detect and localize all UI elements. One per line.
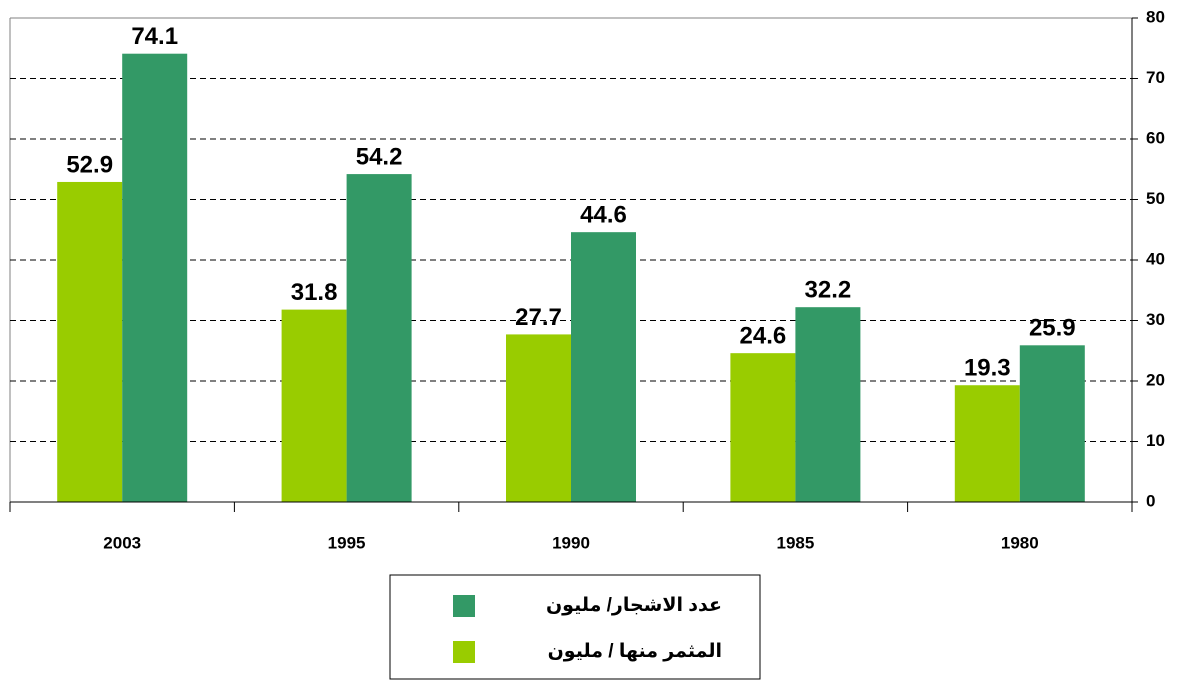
data-label: 19.3 — [964, 355, 1011, 382]
y-tick-label: 50 — [1146, 189, 1165, 208]
data-label: 25.9 — [1029, 315, 1076, 342]
data-label: 27.7 — [515, 304, 562, 331]
legend-swatch — [453, 595, 475, 617]
y-tick-label: 20 — [1146, 370, 1165, 389]
data-label: 54.2 — [356, 143, 403, 170]
bar — [281, 309, 347, 502]
legend-swatch — [453, 641, 475, 663]
y-tick-label: 70 — [1146, 68, 1165, 87]
y-tick-label: 0 — [1146, 491, 1155, 510]
x-tick-label: 1985 — [776, 533, 814, 552]
data-label: 31.8 — [291, 279, 338, 306]
legend-label: عدد الاشجار/ مليون — [546, 595, 722, 616]
x-tick-label: 1990 — [552, 533, 590, 552]
x-tick-label: 1995 — [328, 533, 366, 552]
data-label: 44.6 — [580, 202, 627, 229]
bar — [795, 307, 861, 502]
bar — [730, 353, 796, 502]
bar — [122, 53, 188, 502]
bar — [346, 174, 412, 502]
y-tick-label: 10 — [1146, 431, 1165, 450]
y-tick-label: 60 — [1146, 128, 1165, 147]
data-label: 52.9 — [66, 151, 113, 178]
y-tick-label: 30 — [1146, 310, 1165, 329]
data-label: 24.6 — [740, 323, 787, 350]
legend-box — [389, 574, 761, 680]
bar — [57, 181, 123, 502]
y-tick-label: 40 — [1146, 249, 1165, 268]
data-label: 74.1 — [131, 23, 178, 50]
bar — [506, 334, 571, 502]
x-tick-label: 1980 — [1001, 533, 1039, 552]
legend-label: المثمر منها / مليون — [548, 641, 722, 662]
data-label: 32.2 — [805, 277, 852, 304]
bar — [954, 385, 1020, 502]
bar — [571, 232, 636, 503]
y-tick-label: 80 — [1146, 7, 1165, 26]
x-tick-label: 2003 — [103, 533, 141, 552]
bar — [1019, 345, 1085, 502]
